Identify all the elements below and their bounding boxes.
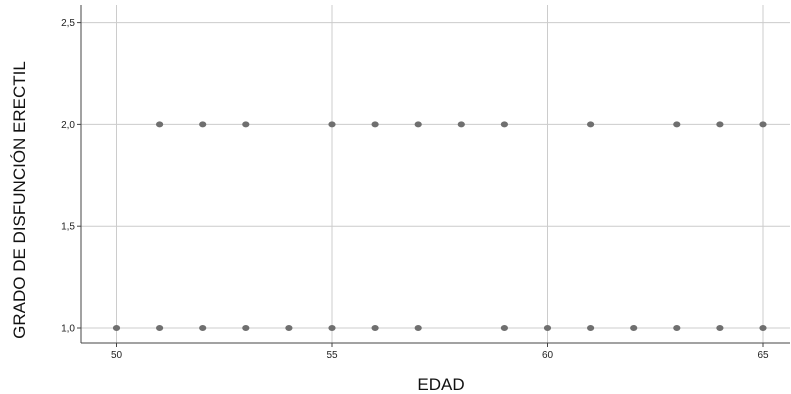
data-point — [500, 325, 508, 331]
data-point — [457, 121, 465, 128]
y-tick-label: 1,5 — [61, 222, 75, 233]
data-point — [242, 121, 250, 128]
data-point — [543, 325, 552, 331]
data-point — [414, 325, 422, 331]
data-point — [156, 121, 164, 128]
data-point — [156, 325, 164, 331]
x-axis-title: EDAD — [417, 375, 464, 394]
data-points — [112, 121, 767, 331]
data-point — [716, 325, 724, 331]
x-tick-label: 65 — [757, 350, 769, 361]
x-tick-label: 55 — [326, 350, 338, 361]
data-point — [285, 325, 293, 331]
data-point — [630, 325, 638, 331]
data-point — [371, 325, 379, 331]
data-point — [199, 325, 207, 331]
data-point — [328, 121, 336, 128]
y-axis-title: GRADO DE DISFUNCIÓN ERECTIL — [10, 61, 29, 339]
y-tick-label: 2,5 — [61, 18, 75, 29]
y-tick-label: 1,0 — [61, 324, 75, 335]
axes — [77, 5, 790, 347]
x-tick-label: 60 — [542, 350, 554, 361]
data-point — [587, 325, 595, 331]
x-tick-label: 50 — [111, 350, 123, 361]
data-point — [673, 325, 681, 331]
data-point — [328, 325, 336, 331]
data-point — [759, 121, 767, 128]
grid-lines — [81, 5, 790, 343]
data-point — [112, 325, 121, 331]
data-point — [673, 121, 681, 128]
data-point — [199, 121, 207, 128]
data-point — [759, 325, 767, 331]
y-tick-label: 2,0 — [61, 120, 75, 131]
data-point — [371, 121, 379, 128]
data-point — [716, 121, 724, 128]
data-point — [242, 325, 250, 331]
data-point — [500, 121, 508, 128]
data-point — [414, 121, 422, 128]
data-point — [587, 121, 595, 128]
tick-labels: 505560657075801,01,52,02,53,03,54,0 — [61, 18, 769, 361]
